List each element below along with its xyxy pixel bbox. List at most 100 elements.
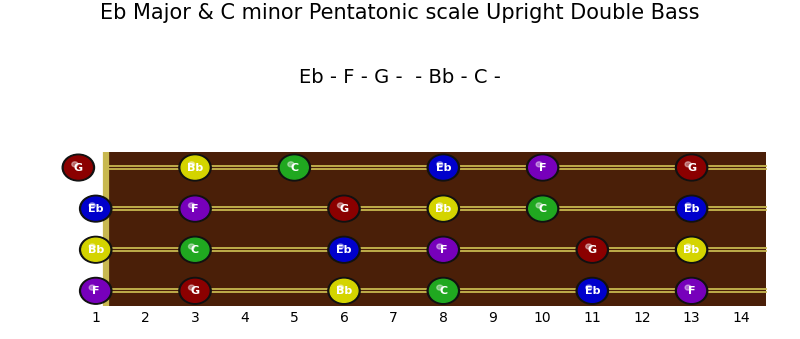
Text: Eb - F - G -  - Bb - C -: Eb - F - G - - Bb - C - xyxy=(299,68,501,87)
Text: C: C xyxy=(191,245,199,255)
Text: 12: 12 xyxy=(633,311,650,324)
Circle shape xyxy=(82,238,110,261)
Circle shape xyxy=(328,195,360,222)
Circle shape xyxy=(685,203,691,208)
Circle shape xyxy=(675,236,708,263)
Circle shape xyxy=(576,236,609,263)
Circle shape xyxy=(678,156,706,179)
Text: Bb: Bb xyxy=(87,245,104,255)
Text: F: F xyxy=(539,162,546,173)
Text: 5: 5 xyxy=(290,311,298,324)
Text: Eb: Eb xyxy=(585,286,600,296)
Circle shape xyxy=(526,195,558,222)
Text: F: F xyxy=(191,204,198,214)
Text: 6: 6 xyxy=(339,311,349,324)
Bar xyxy=(106,152,766,306)
Circle shape xyxy=(179,236,211,263)
Circle shape xyxy=(189,244,194,249)
Circle shape xyxy=(181,238,209,261)
Circle shape xyxy=(437,285,443,290)
Text: C: C xyxy=(439,286,447,296)
Circle shape xyxy=(529,156,557,179)
Text: Bb: Bb xyxy=(187,162,203,173)
Circle shape xyxy=(437,244,443,249)
Circle shape xyxy=(79,277,112,304)
Circle shape xyxy=(79,236,112,263)
Text: C: C xyxy=(538,204,546,214)
Circle shape xyxy=(330,238,358,261)
Circle shape xyxy=(685,244,691,249)
Circle shape xyxy=(536,203,542,208)
Circle shape xyxy=(179,195,211,222)
Circle shape xyxy=(288,162,294,167)
Text: Eb: Eb xyxy=(435,162,451,173)
Circle shape xyxy=(536,162,542,167)
Circle shape xyxy=(189,162,194,167)
Circle shape xyxy=(427,195,459,222)
Circle shape xyxy=(82,197,110,220)
Circle shape xyxy=(437,162,443,167)
Circle shape xyxy=(430,156,458,179)
Text: G: G xyxy=(687,162,696,173)
Text: G: G xyxy=(190,286,199,296)
Circle shape xyxy=(72,162,78,167)
Text: 14: 14 xyxy=(733,311,750,324)
Text: 4: 4 xyxy=(240,311,249,324)
Text: 10: 10 xyxy=(534,311,551,324)
Text: Bb: Bb xyxy=(336,286,352,296)
Circle shape xyxy=(678,279,706,302)
Text: 1: 1 xyxy=(91,311,100,324)
Circle shape xyxy=(678,238,706,261)
Circle shape xyxy=(430,197,458,220)
Text: G: G xyxy=(339,204,349,214)
Text: Eb Major & C minor Pentatonic scale Upright Double Bass: Eb Major & C minor Pentatonic scale Upri… xyxy=(100,3,700,23)
Circle shape xyxy=(685,162,691,167)
Circle shape xyxy=(82,279,110,302)
Text: F: F xyxy=(92,286,99,296)
Circle shape xyxy=(278,154,310,181)
Text: 7: 7 xyxy=(390,311,398,324)
Text: Eb: Eb xyxy=(684,204,699,214)
Circle shape xyxy=(89,203,95,208)
Circle shape xyxy=(89,244,95,249)
Text: Bb: Bb xyxy=(435,204,451,214)
Text: 13: 13 xyxy=(682,311,700,324)
Circle shape xyxy=(181,156,209,179)
Circle shape xyxy=(181,279,209,302)
Circle shape xyxy=(529,197,557,220)
Circle shape xyxy=(586,285,592,290)
Circle shape xyxy=(675,195,708,222)
Circle shape xyxy=(576,277,609,304)
Circle shape xyxy=(526,154,558,181)
Circle shape xyxy=(430,238,458,261)
Circle shape xyxy=(65,156,92,179)
Circle shape xyxy=(328,236,360,263)
Circle shape xyxy=(79,195,112,222)
Text: Eb: Eb xyxy=(336,245,352,255)
Circle shape xyxy=(430,279,458,302)
Circle shape xyxy=(328,277,360,304)
Circle shape xyxy=(189,285,194,290)
Text: F: F xyxy=(439,245,447,255)
Circle shape xyxy=(685,285,691,290)
Circle shape xyxy=(578,279,606,302)
Circle shape xyxy=(330,197,358,220)
Circle shape xyxy=(427,236,459,263)
Circle shape xyxy=(427,277,459,304)
Circle shape xyxy=(586,244,592,249)
Text: 2: 2 xyxy=(141,311,150,324)
Circle shape xyxy=(427,154,459,181)
Text: G: G xyxy=(74,162,83,173)
Circle shape xyxy=(675,277,708,304)
Text: C: C xyxy=(290,162,298,173)
Circle shape xyxy=(189,203,194,208)
Circle shape xyxy=(62,154,94,181)
Circle shape xyxy=(330,279,358,302)
Circle shape xyxy=(338,285,343,290)
Circle shape xyxy=(678,197,706,220)
Circle shape xyxy=(578,238,606,261)
Circle shape xyxy=(338,203,343,208)
Text: G: G xyxy=(588,245,597,255)
Circle shape xyxy=(675,154,708,181)
Circle shape xyxy=(338,244,343,249)
